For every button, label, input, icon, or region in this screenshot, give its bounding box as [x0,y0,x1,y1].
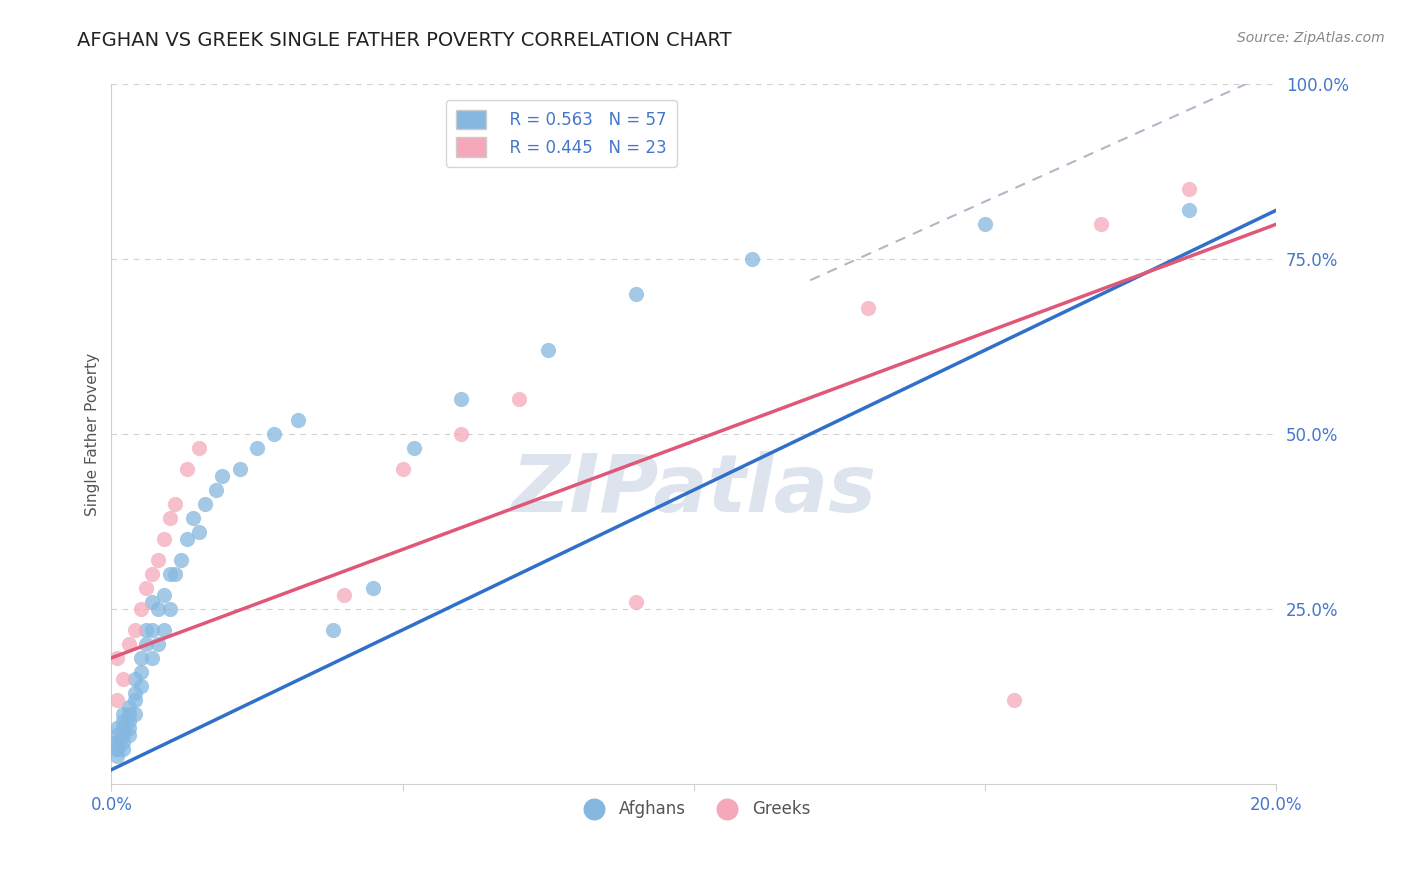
Point [322,623,344,637]
Point [112,721,135,735]
Point [129,651,152,665]
Point [105,741,128,756]
Point [105,735,128,749]
Point [159,511,181,525]
Point [124,623,146,637]
Legend: Afghans, Greeks: Afghans, Greeks [571,793,817,824]
Point [187,524,209,539]
Point [165,497,187,511]
Text: Source: ZipAtlas.com: Source: ZipAtlas.com [1237,31,1385,45]
Point [153,623,176,637]
Point [159,566,181,581]
Point [118,714,141,728]
Point [187,441,209,455]
Point [105,728,128,742]
Text: AFGHAN VS GREEK SINGLE FATHER POVERTY CORRELATION CHART: AFGHAN VS GREEK SINGLE FATHER POVERTY CO… [77,31,733,50]
Point [537,343,560,358]
Point [624,595,647,609]
Point [105,748,128,763]
Point [404,441,426,455]
Point [141,623,163,637]
Point [363,581,385,595]
Point [105,721,128,735]
Point [1177,182,1199,196]
Point [141,566,163,581]
Point [118,706,141,721]
Point [194,497,217,511]
Point [165,566,187,581]
Point [176,532,198,546]
Point [176,462,198,476]
Point [159,602,181,616]
Point [181,511,204,525]
Point [135,623,157,637]
Point [246,441,269,455]
Point [287,413,309,427]
Point [170,553,193,567]
Text: ZIPatlas: ZIPatlas [512,451,876,529]
Point [974,217,997,231]
Point [741,252,763,267]
Point [153,532,176,546]
Point [124,686,146,700]
Point [129,679,152,693]
Y-axis label: Single Father Poverty: Single Father Poverty [86,352,100,516]
Point [211,469,233,483]
Point [153,588,176,602]
Point [333,588,356,602]
Point [118,721,141,735]
Point [391,462,413,476]
Point [112,714,135,728]
Point [105,735,128,749]
Point [105,693,128,707]
Point [146,553,169,567]
Point [124,672,146,686]
Point [112,728,135,742]
Point [129,665,152,679]
Point [112,706,135,721]
Point [129,602,152,616]
Point [263,427,285,442]
Point [112,672,135,686]
Point [1090,217,1112,231]
Point [858,301,880,316]
Point [228,462,250,476]
Point [105,741,128,756]
Point [118,699,141,714]
Point [1177,203,1199,218]
Point [146,637,169,651]
Point [508,392,530,406]
Point [118,728,141,742]
Point [141,651,163,665]
Point [118,637,141,651]
Point [135,637,157,651]
Point [124,706,146,721]
Point [112,735,135,749]
Point [450,392,472,406]
Point [205,483,228,497]
Point [124,693,146,707]
Point [450,427,472,442]
Point [135,581,157,595]
Point [105,651,128,665]
Point [624,287,647,301]
Point [146,602,169,616]
Point [141,595,163,609]
Point [1002,693,1025,707]
Point [112,741,135,756]
